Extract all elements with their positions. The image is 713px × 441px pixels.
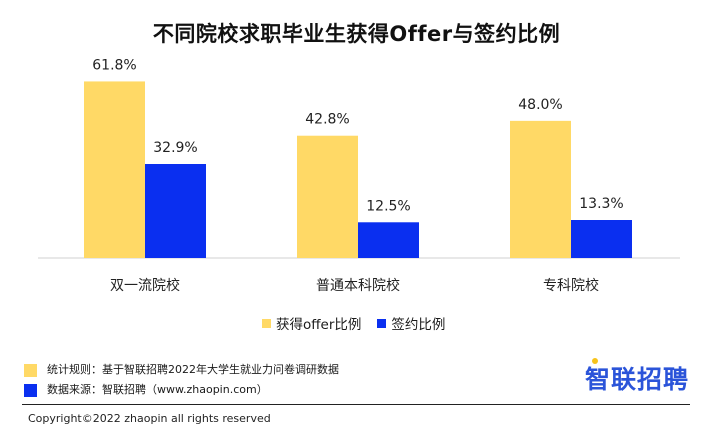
chart-title: 不同院校求职毕业生获得Offer与签约比例 [152, 22, 561, 46]
data-label-0-0: 61.8% [92, 57, 136, 73]
data-label-1-2: 13.3% [579, 196, 623, 212]
legend-label-offer: 获得offer比例 [276, 317, 362, 333]
bar-0-0 [84, 81, 145, 258]
zhaopin-logo: 智联招聘 [584, 358, 689, 396]
category-label-0: 双一流院校 [110, 277, 180, 294]
bar-1-1 [358, 222, 419, 258]
data-label-1-1: 12.5% [366, 198, 410, 214]
category-label-2: 专科院校 [543, 277, 599, 294]
logo-dot [591, 358, 598, 364]
legend-item-offer: 获得offer比例 [262, 313, 361, 333]
legend-item-sign: 签约比例 [377, 313, 445, 333]
category-label-1: 普通本科院校 [316, 277, 400, 294]
bar-1-0 [145, 164, 206, 258]
note-rule: 统计规则：基于智联招聘2022年大学生就业力问卷调研数据 [24, 360, 339, 380]
legend-swatch-sign [377, 318, 387, 328]
note-rule-text: 统计规则：基于智联招聘2022年大学生就业力问卷调研数据 [47, 363, 339, 376]
data-label-1-0: 32.9% [153, 140, 197, 156]
bar-1-2 [571, 220, 632, 258]
data-label-0-2: 48.0% [518, 97, 562, 113]
note-source-swatch [24, 383, 37, 397]
legend: 获得offer比例 签约比例 [262, 313, 445, 333]
note-source-text: 数据来源：智联招聘（www.zhaopin.com） [47, 383, 268, 396]
note-rule-swatch [24, 363, 37, 377]
data-label-0-1: 42.8% [305, 112, 349, 128]
bar-0-2 [510, 120, 571, 258]
footnotes: 统计规则：基于智联招聘2022年大学生就业力问卷调研数据 数据来源：智联招聘（w… [24, 360, 339, 400]
note-source: 数据来源：智联招聘（www.zhaopin.com） [24, 380, 339, 400]
legend-label-sign: 签约比例 [391, 317, 446, 333]
bar-chart: 61.8% 32.9% 双一流院校 42.8% 12.5% 普通本科院校 48.0% 13.3… [38, 57, 680, 294]
copyright: Copyright©2022 zhaopin all rights reserv… [28, 412, 271, 425]
bar-0-1 [297, 135, 358, 258]
logo-text: 智联招聘 [584, 365, 689, 394]
divider [22, 404, 690, 405]
legend-swatch-offer [262, 318, 271, 328]
